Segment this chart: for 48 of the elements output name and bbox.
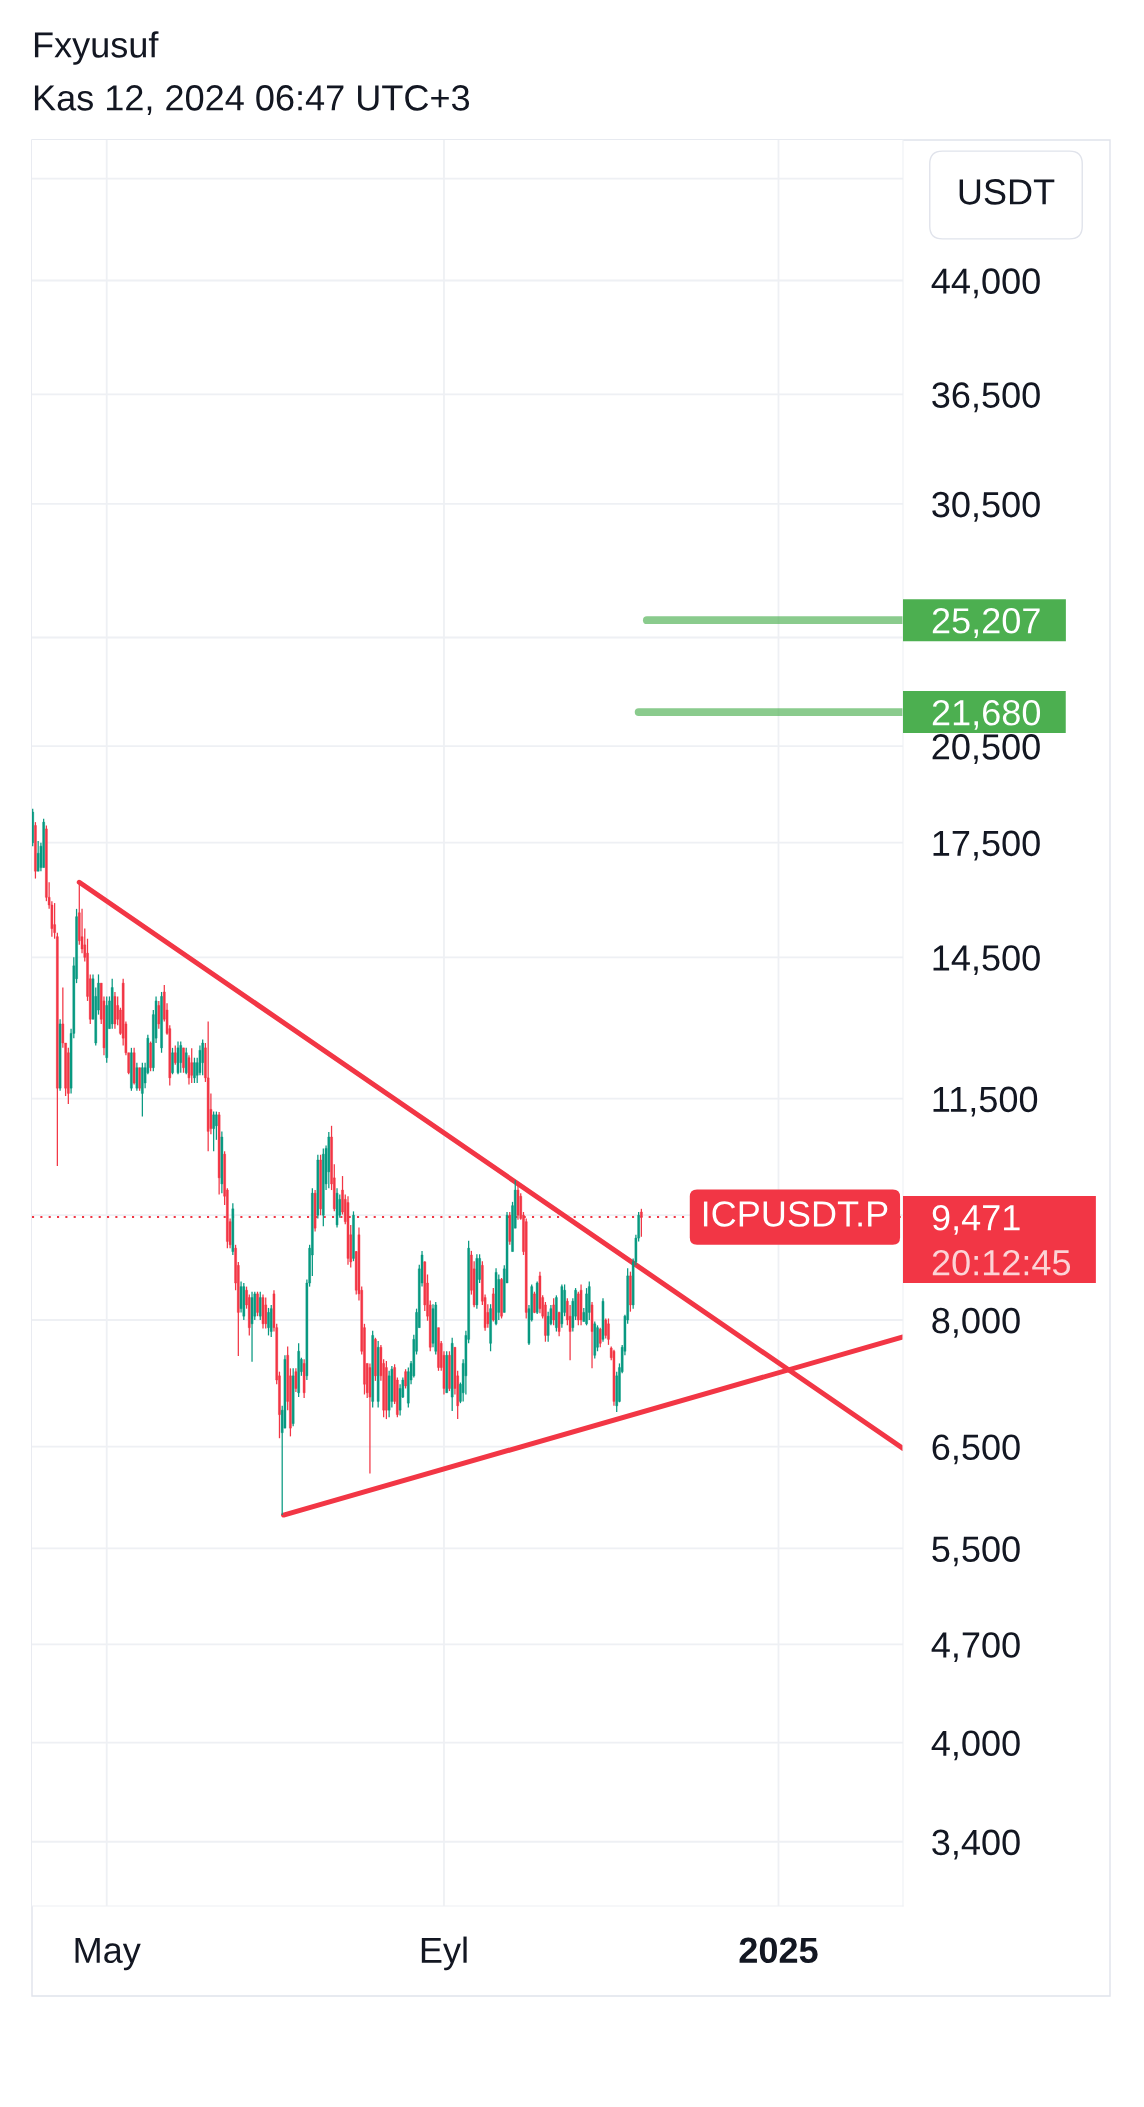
x-tick-label: May: [75, 1937, 141, 1971]
candlestick: [294, 1367, 298, 1393]
candlestick: [596, 1324, 599, 1352]
candlestick: [404, 1368, 407, 1390]
x-tick-label: 2025: [739, 1937, 818, 1964]
candlestick: [193, 1057, 196, 1084]
candlestick: [500, 1277, 503, 1320]
candlestick: [190, 1047, 193, 1084]
chart-subtitle: Kas 12, 2024 06:47 UTC+3: [34, 85, 470, 115]
candlestick: [398, 1383, 402, 1417]
y-tick-label: 17,500: [933, 830, 1040, 861]
y-tick-label: 5,500: [932, 1536, 1020, 1567]
y-tick-label: 30,500: [932, 491, 1040, 522]
candlestick: [36, 840, 40, 872]
candlestick: [552, 1297, 555, 1326]
data-label: 21,680: [932, 699, 1041, 730]
y-axis-title: USDT: [959, 179, 1055, 205]
y-tick-label: 4,700: [931, 1632, 1020, 1663]
y-tick-label: 8,000: [932, 1307, 1020, 1338]
y-tick-label: 4,000: [931, 1730, 1020, 1761]
candlestick: [599, 1327, 602, 1348]
candlestick: [157, 1000, 161, 1030]
candlestick: [149, 1040, 152, 1072]
ref-line-label: 9,471 20:12:45: [932, 1204, 1071, 1276]
candlestick: [267, 1307, 270, 1337]
candlestick: [319, 1154, 322, 1216]
candlestick: [171, 1047, 174, 1075]
y-tick-label: 14,500: [933, 945, 1040, 976]
candlestick: [607, 1317, 610, 1346]
candlestick: [557, 1311, 561, 1337]
y-tick-label: 6,500: [932, 1434, 1020, 1465]
x-tick-label: Eyl: [421, 1936, 467, 1971]
candlestick: [201, 1038, 204, 1076]
candlestick: [640, 1208, 643, 1238]
candlestick: [212, 1110, 215, 1152]
y-tick-label: 20,500: [932, 734, 1040, 764]
annotation: ICPUSDT.P: [703, 1201, 888, 1227]
y-tick-label: 36,500: [932, 382, 1040, 413]
candlestick: [138, 1067, 141, 1092]
candlestick: [32, 808, 34, 847]
candlestick: [256, 1291, 259, 1317]
y-tick-label: 11,500: [933, 1086, 1038, 1117]
data-label: 25,207: [932, 608, 1040, 638]
y-tick-label: 3,400: [932, 1829, 1020, 1860]
chart-title: Fxyusuf: [34, 31, 159, 65]
y-tick-label: 44,000: [931, 268, 1040, 299]
candlestick: [269, 1304, 273, 1338]
candlestick: [352, 1210, 355, 1262]
